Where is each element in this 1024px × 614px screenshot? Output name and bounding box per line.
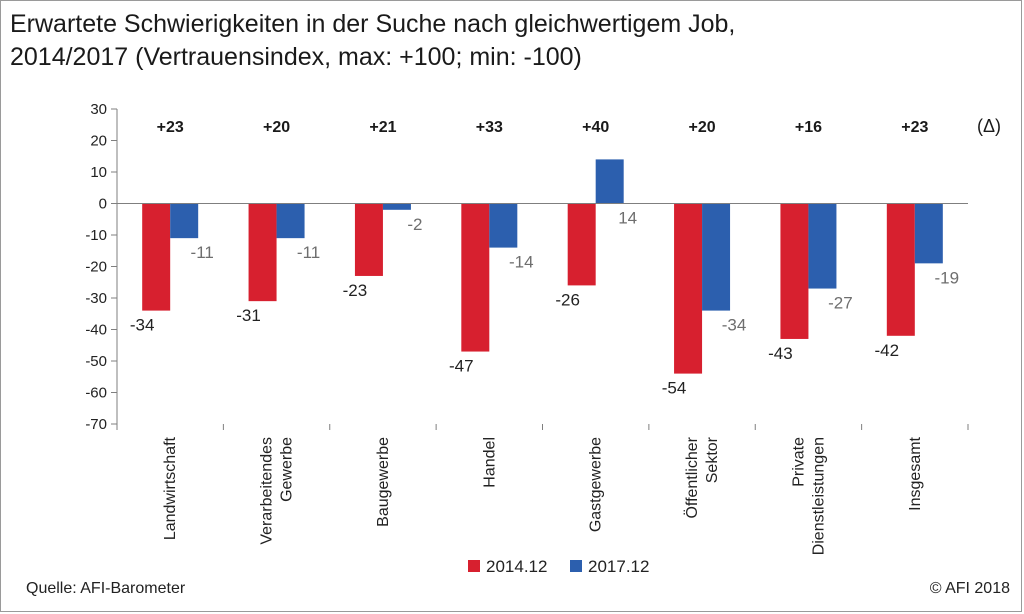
- delta-label: +20: [263, 119, 290, 136]
- delta-header: (Δ): [977, 116, 1001, 136]
- bar-2017: [702, 203, 731, 311]
- y-tick-label: 20: [90, 133, 107, 150]
- bar-2017: [382, 203, 411, 210]
- source-note: Quelle: AFI-Barometer: [26, 580, 186, 597]
- category-label: Handel: [481, 437, 498, 488]
- delta-label: +23: [901, 119, 928, 136]
- y-tick-label: -60: [85, 385, 107, 402]
- y-tick-label: 0: [99, 196, 107, 213]
- category-label: Baugewerbe: [375, 437, 392, 527]
- y-tick-label: -20: [85, 259, 107, 276]
- bar-2014: [567, 203, 596, 286]
- bar-2014: [248, 203, 277, 302]
- y-tick-label: -30: [85, 290, 107, 307]
- category-label: Öffentlicher: [683, 436, 701, 518]
- value-label-2014: -31: [236, 306, 261, 325]
- category-label: Dienstleistungen: [810, 437, 827, 555]
- bar-2017: [489, 203, 518, 248]
- bar-2014: [142, 203, 171, 311]
- value-label-2014: -34: [130, 316, 155, 335]
- delta-label: +21: [369, 119, 396, 136]
- bar-2017: [170, 203, 199, 239]
- y-tick-label: -70: [85, 416, 107, 433]
- y-tick-label: -50: [85, 353, 107, 370]
- delta-label: +16: [795, 119, 822, 136]
- value-label-2014: -23: [343, 281, 368, 300]
- value-label-2014: -54: [662, 379, 687, 398]
- value-label-2014: -43: [768, 344, 793, 363]
- copyright-note: © AFI 2018: [929, 580, 1010, 597]
- category-label: Sektor: [704, 436, 721, 483]
- legend-2014-swatch: [468, 560, 480, 572]
- category-label: Landwirtschaft: [162, 436, 179, 540]
- y-tick-label: 10: [90, 164, 107, 181]
- delta-label: +40: [582, 119, 609, 136]
- value-label-2017: -11: [191, 243, 214, 262]
- bar-2017: [808, 203, 837, 289]
- bar-2014: [886, 203, 915, 336]
- value-label-2017: -34: [722, 316, 747, 335]
- value-label-2017: -2: [407, 215, 422, 234]
- value-label-2014: -42: [875, 341, 900, 360]
- chart-title: Erwartete Schwierigkeiten in der Suche n…: [10, 8, 735, 74]
- bar-2017: [276, 203, 305, 239]
- value-label-2014: -47: [449, 357, 474, 376]
- bar-2017: [914, 203, 943, 264]
- bar-2014: [674, 203, 703, 374]
- category-label: Gastgewerbe: [588, 437, 605, 532]
- category-label: Gewerbe: [279, 437, 296, 502]
- value-label-2017: -14: [509, 253, 534, 272]
- chart-title-line-2: 2014/2017 (Vertrauensindex, max: +100; m…: [10, 43, 582, 71]
- y-tick-label: -10: [85, 227, 107, 244]
- value-label-2017: -11: [297, 243, 320, 262]
- legend-2017-swatch: [570, 560, 582, 572]
- delta-label: +20: [688, 119, 715, 136]
- delta-label: +33: [476, 119, 503, 136]
- bar-2014: [461, 203, 490, 352]
- value-label-2014: -26: [555, 290, 580, 309]
- legend-2017-label: 2017.12: [588, 557, 649, 576]
- chart-title-line-1: Erwartete Schwierigkeiten in der Suche n…: [10, 10, 736, 38]
- bar-2014: [780, 203, 809, 339]
- category-label: Insgesamt: [907, 436, 924, 510]
- value-label-2017: -19: [935, 268, 960, 287]
- y-tick-label: -40: [85, 322, 107, 339]
- category-label: Private: [790, 437, 807, 487]
- value-label-2017: -27: [828, 294, 853, 313]
- y-tick-label: 30: [90, 101, 107, 118]
- legend-2014-label: 2014.12: [486, 557, 547, 576]
- bar-2017: [595, 159, 624, 204]
- bar-2014: [354, 203, 383, 276]
- delta-label: +23: [157, 119, 184, 136]
- value-label-2017: 14: [618, 209, 637, 228]
- category-label: Verarbeitendes: [259, 437, 276, 545]
